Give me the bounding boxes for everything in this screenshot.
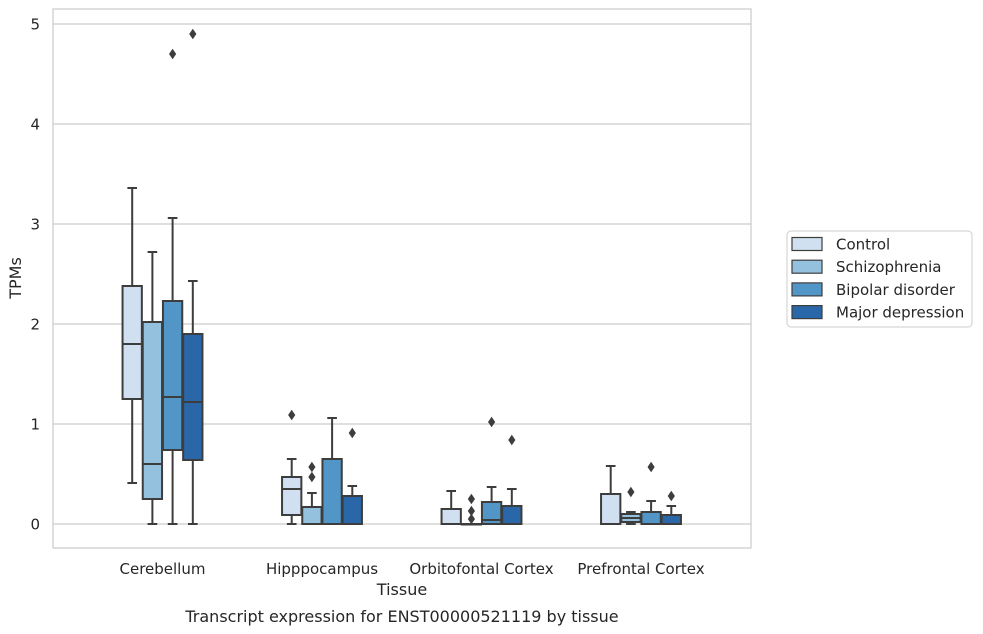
y-tick-label: 2 [30,316,40,334]
outlier-point [647,461,655,473]
box-iqr [301,506,323,525]
box [301,461,323,525]
legend-label: Bipolar disorder [836,281,956,299]
legend-item: Schizophrenia [791,258,941,276]
box [480,416,503,525]
legend-item: Major depression [791,304,964,322]
box-iqr [501,505,523,525]
outlier-point [467,505,475,517]
outlier-point [308,461,316,473]
box-iqr [182,333,204,461]
box-iqr [121,285,143,400]
box [121,187,143,484]
legend-label: Major depression [836,304,964,322]
box [440,490,462,525]
box [620,486,642,525]
x-axis-ticks: Cerebellum Hipppocampus Orbitofontal Corte… [120,560,705,578]
outlier-point [288,409,296,421]
outlier-point [348,427,356,439]
box-iqr [440,508,462,525]
plot-frame [52,8,752,549]
box [660,490,682,525]
box-iqr [660,514,682,525]
y-tick-label: 5 [30,16,40,34]
y-tick-label: 4 [30,116,40,134]
box-iqr [321,458,343,525]
legend-swatch [791,282,823,297]
x-tick-label: Orbitofontal Cortex [409,560,553,578]
legend-label: Control [836,236,890,254]
x-tick-label: Prefrontal Cortex [577,560,704,578]
box [460,493,483,526]
x-tick-label: Cerebellum [120,560,206,578]
box [341,427,363,525]
box [321,417,343,525]
y-tick-label: 3 [30,216,40,234]
box-iqr [161,300,184,451]
y-axis-label: TPMs [6,257,25,300]
chart-caption: Transcript expression for ENST0000052111… [184,607,618,626]
box-iqr [281,476,303,516]
legend-frame [786,230,973,328]
x-axis-label: Tissue [376,580,427,599]
legend-item: Bipolar disorder [791,281,956,299]
box-iqr [640,511,662,525]
legend-label: Schizophrenia [836,258,941,276]
series-major-depression [182,28,682,525]
box-iqr [341,495,363,525]
legend-swatch [791,236,823,252]
outlier-point [189,28,197,40]
box-iqr [141,321,164,500]
legend-item: Control [791,236,890,254]
outlier-point [508,434,516,446]
box [640,461,662,525]
y-tick-label: 1 [30,416,40,434]
outlier-point [169,48,177,60]
series-control [121,187,622,525]
y-axis-ticks: 0 1 2 3 4 5 [30,16,40,534]
box-iqr [600,493,622,525]
series-bipolar-disorder [161,48,662,525]
outlier-point [667,490,675,502]
legend-swatch [791,305,823,320]
outlier-point [488,416,496,428]
box [281,409,303,525]
x-tick-label: Hipppocampus [266,560,378,578]
outlier-point [467,493,475,505]
box [600,465,622,525]
y-tick-label: 0 [30,516,40,534]
box [161,48,184,525]
legend-swatch [791,259,823,274]
box [141,251,164,525]
series-schizophrenia [141,251,642,526]
outlier-point [308,471,316,483]
outlier-point [467,513,475,525]
box [182,28,204,525]
box-plot-series [121,28,682,526]
box [501,434,523,525]
legend: Control Schizophrenia Bipolar disorder Majo… [786,230,973,328]
outlier-point [627,486,635,498]
